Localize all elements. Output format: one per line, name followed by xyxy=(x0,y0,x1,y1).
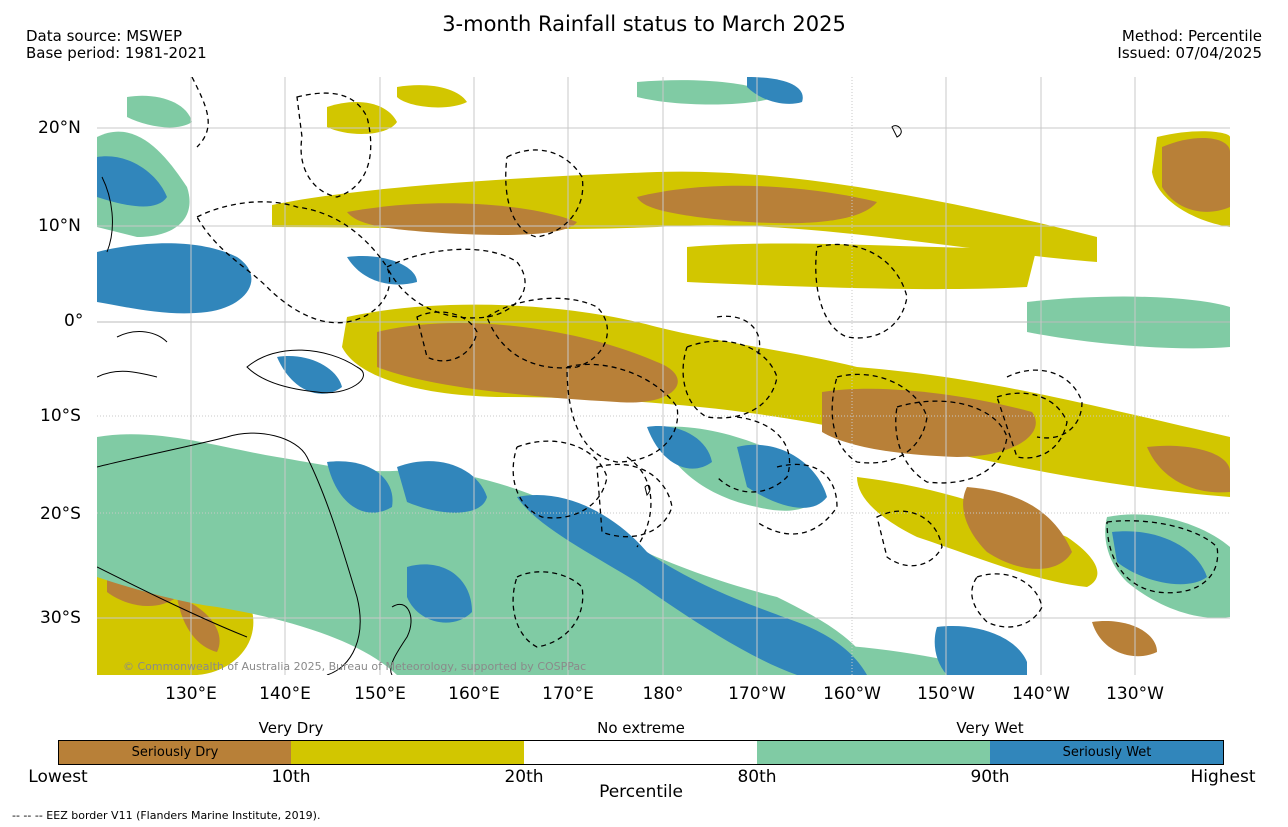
lon-label-160w: 160°W xyxy=(823,684,881,704)
lon-label-160e: 160°E xyxy=(448,684,500,704)
lon-label-140e: 140°E xyxy=(259,684,311,704)
colorbar-seriously-wet-label: Seriously Wet xyxy=(1062,745,1152,760)
base-period-label: Base period: 1981-2021 xyxy=(26,44,207,62)
lat-label-10n: 10°N xyxy=(38,216,81,236)
lat-label-10s: 10°S xyxy=(40,406,81,426)
data-source-label: Data source: MSWEP xyxy=(26,27,183,45)
lon-label-150e: 150°E xyxy=(354,684,406,704)
eez-borders xyxy=(191,77,1219,648)
colorbar-no-extreme xyxy=(524,740,758,765)
rainfall-map: © Commonwealth of Australia 2025, Bureau… xyxy=(97,77,1230,675)
lat-label-equator: 0° xyxy=(64,311,84,331)
colorbar-tick-highest: Highest xyxy=(1190,767,1256,787)
method-label: Method: Percentile xyxy=(1121,27,1262,45)
issued-date-label: Issued: 07/04/2025 xyxy=(1117,44,1262,62)
colorbar-very-dry-label: Very Dry xyxy=(258,719,324,737)
lon-label-150w: 150°W xyxy=(917,684,975,704)
colorbar-very-wet xyxy=(757,740,991,765)
lon-label-130e: 130°E xyxy=(165,684,217,704)
colorbar-seriously-wet xyxy=(990,740,1224,765)
colorbar-tick-lowest: Lowest xyxy=(28,767,88,787)
colorbar-very-dry xyxy=(291,740,525,765)
copyright-notice: © Commonwealth of Australia 2025, Bureau… xyxy=(123,660,586,673)
lon-label-130w: 130°W xyxy=(1106,684,1164,704)
colorbar-tick-80th: 80th xyxy=(737,767,777,787)
coastlines xyxy=(97,125,902,675)
lon-label-170e: 170°E xyxy=(542,684,594,704)
lon-label-170w: 170°W xyxy=(728,684,786,704)
graticule xyxy=(97,77,1230,675)
lat-label-30s: 30°S xyxy=(40,608,81,628)
lat-label-20s: 20°S xyxy=(40,504,81,524)
colorbar-very-wet-label: Very Wet xyxy=(956,719,1024,737)
colorbar-axis-label: Percentile xyxy=(599,782,683,802)
eez-footnote: -- -- -- EEZ border V11 (Flanders Marine… xyxy=(12,809,321,822)
colorbar-tick-20th: 20th xyxy=(504,767,544,787)
colorbar-seriously-dry xyxy=(58,740,292,765)
colorbar-tick-10th: 10th xyxy=(271,767,311,787)
colorbar-no-extreme-label: No extreme xyxy=(597,719,685,737)
lat-label-20n: 20°N xyxy=(38,118,81,138)
map-title: 3-month Rainfall status to March 2025 xyxy=(442,12,846,36)
colorbar-seriously-dry-label: Seriously Dry xyxy=(131,745,219,760)
colorbar-tick-90th: 90th xyxy=(970,767,1010,787)
lon-label-180: 180° xyxy=(642,684,684,704)
lon-label-140w: 140°W xyxy=(1012,684,1070,704)
rainfall-anomaly-layer xyxy=(97,77,1230,675)
